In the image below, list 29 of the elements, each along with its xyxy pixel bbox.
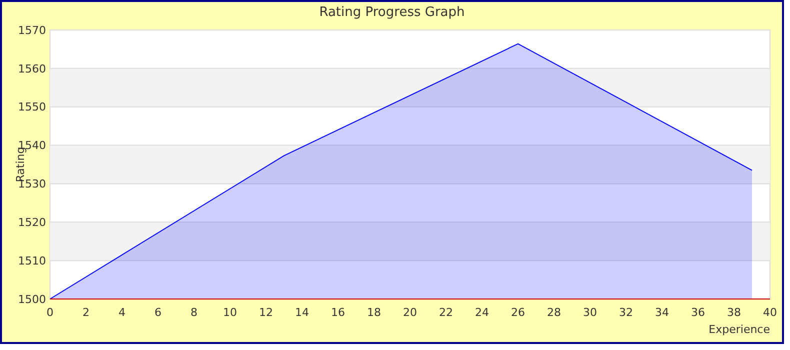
- x-tick-label: 34: [655, 306, 669, 319]
- x-tick-label: 24: [475, 306, 489, 319]
- chart-title: Rating Progress Graph: [319, 5, 465, 20]
- x-axis-title: Experience: [708, 323, 770, 336]
- x-tick-label: 32: [619, 306, 633, 319]
- x-tick-label: 22: [439, 306, 453, 319]
- x-tick-label: 6: [154, 306, 162, 319]
- y-tick-label: 1510: [18, 254, 46, 268]
- y-tick-label: 1570: [18, 24, 46, 37]
- x-tick-label: 12: [259, 306, 273, 319]
- x-tick-label: 40: [763, 306, 777, 319]
- x-tick-label: 14: [295, 306, 309, 319]
- x-tick-label: 28: [547, 306, 561, 319]
- x-tick-label: 10: [223, 306, 237, 319]
- x-tick-label: 20: [403, 306, 417, 319]
- y-tick-label: 1550: [18, 100, 46, 114]
- y-tick-label: 1520: [18, 216, 46, 229]
- x-tick-label: 38: [727, 306, 741, 319]
- x-tick-label: 8: [190, 306, 198, 319]
- x-tick-label: 2: [82, 306, 90, 319]
- x-tick-label: 16: [331, 306, 345, 319]
- x-tick-label: 0: [46, 306, 54, 319]
- x-tick-label: 26: [511, 306, 525, 319]
- x-tick-label: 18: [367, 306, 381, 319]
- y-tick-label: 1560: [18, 62, 46, 76]
- x-tick-label: 4: [118, 306, 126, 319]
- x-tick-label: 36: [691, 306, 705, 319]
- x-tick-label: 30: [583, 306, 597, 319]
- y-tick-label: 1500: [18, 292, 46, 306]
